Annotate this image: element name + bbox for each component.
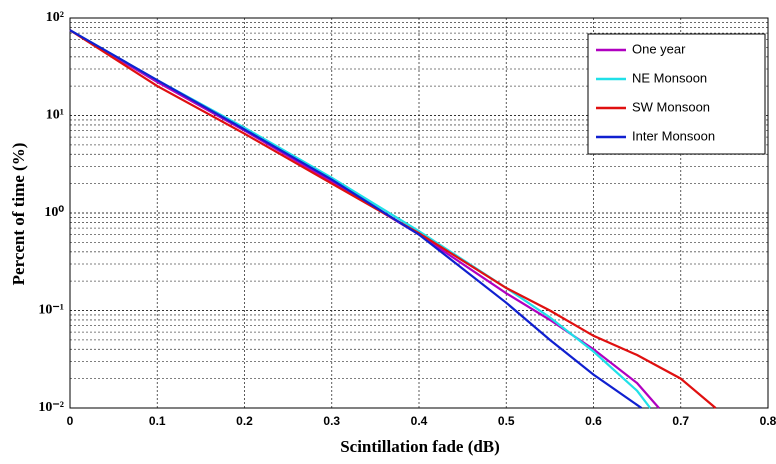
y-tick-label: 10¹ [46,108,64,123]
x-tick-label: 0.1 [149,414,166,428]
plot-frame [69,17,769,409]
y-tick-label: 10⁰ [44,205,64,220]
legend-label: NE Monsoon [632,70,707,85]
x-tick-label: 0.8 [760,414,776,428]
x-tick-label: 0.3 [323,414,340,428]
series-line [69,29,643,409]
legend-label: Inter Monsoon [632,128,715,143]
y-axis-label: Percent of time (%) [9,143,28,286]
series-line [69,29,717,409]
x-axis-label: Scintillation fade (dB) [340,437,500,456]
legend-box [587,33,766,155]
series-line [69,29,660,409]
x-tick-label: 0.6 [585,414,602,428]
x-tick-label: 0.7 [672,414,689,428]
x-tick-label: 0.5 [498,414,515,428]
y-tick-label: 10² [46,10,64,25]
x-tick-label: 0.4 [411,414,428,428]
x-tick-label: 0.2 [236,414,253,428]
legend-label: SW Monsoon [632,99,710,114]
legend-label: One year [632,41,686,56]
y-tick-label: 10⁻² [38,400,64,415]
y-tick-label: 10⁻¹ [38,303,64,318]
x-tick-label: 0 [67,414,74,428]
